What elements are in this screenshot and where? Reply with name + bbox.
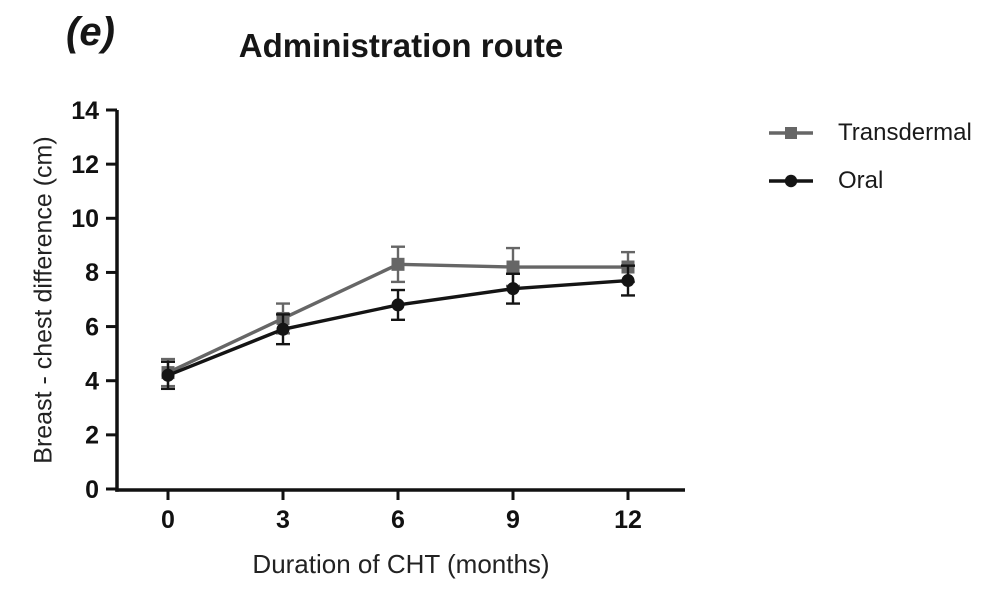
svg-text:8: 8 xyxy=(85,259,99,287)
svg-text:10: 10 xyxy=(71,205,99,233)
legend-item-oral: Oral xyxy=(768,167,972,195)
y-axis-label: Breast - chest difference (cm) xyxy=(29,136,58,464)
legend-label-oral: Oral xyxy=(838,167,884,194)
svg-text:0: 0 xyxy=(161,506,175,534)
legend-label-transdermal: Transdermal xyxy=(838,119,972,146)
svg-text:6: 6 xyxy=(391,506,405,534)
panel-label: (e) xyxy=(66,10,115,54)
svg-text:3: 3 xyxy=(276,506,290,534)
legend-item-transdermal: Transdermal xyxy=(768,119,972,147)
svg-text:4: 4 xyxy=(85,367,99,395)
svg-text:2: 2 xyxy=(85,422,99,450)
svg-text:12: 12 xyxy=(614,506,642,534)
svg-text:14: 14 xyxy=(71,97,99,125)
x-axis-label: Duration of CHT (months) xyxy=(252,549,550,579)
svg-text:0: 0 xyxy=(85,476,99,504)
oral-circle-marker-icon xyxy=(769,174,813,188)
svg-text:6: 6 xyxy=(85,313,99,341)
legend: Transdermal Oral xyxy=(768,119,972,195)
svg-text:12: 12 xyxy=(71,151,99,179)
transdermal-square-marker-icon xyxy=(769,127,813,139)
chart-title: Administration route xyxy=(238,27,564,64)
svg-text:9: 9 xyxy=(506,506,520,534)
